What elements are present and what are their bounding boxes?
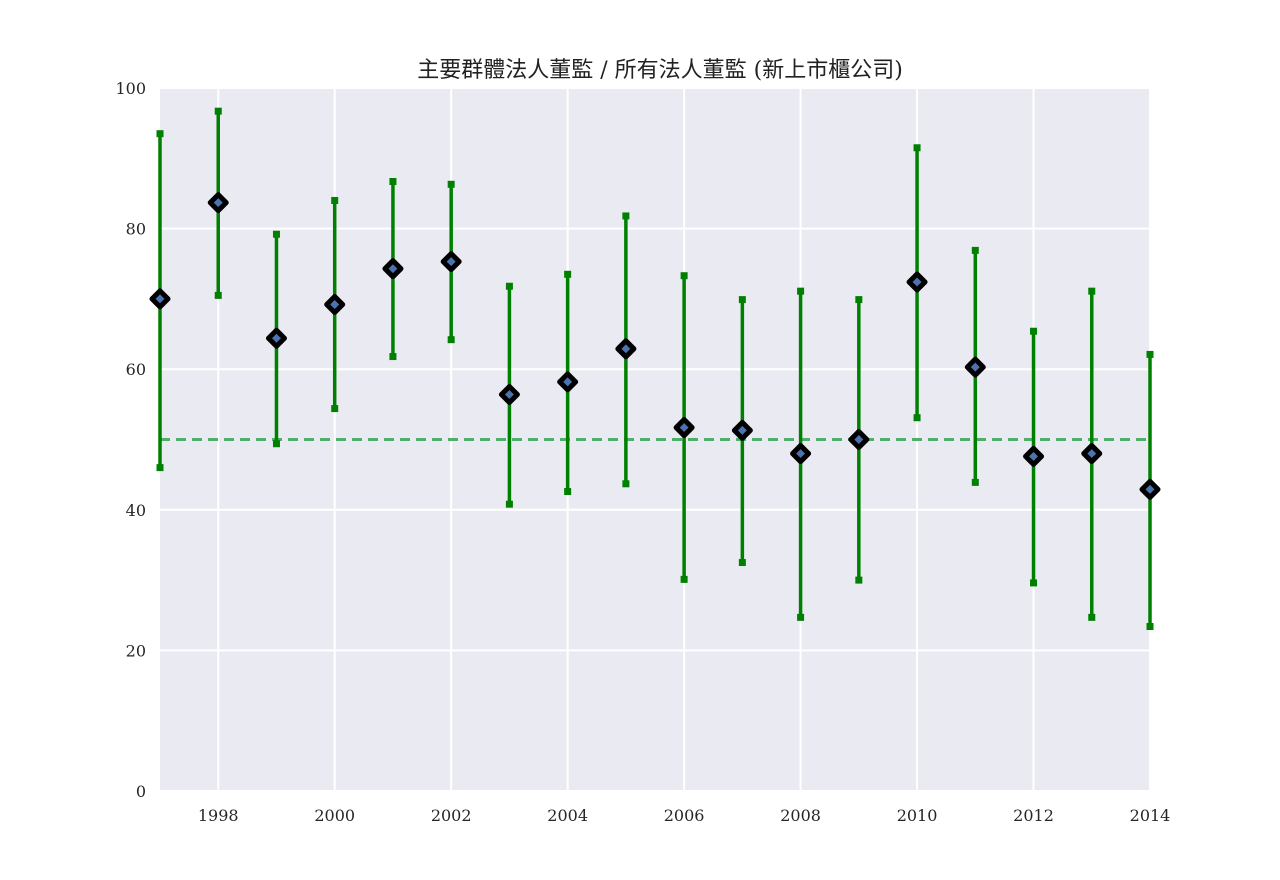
y-tick-label: 0 [136,782,146,801]
y-tick-label: 100 [115,79,146,98]
x-tick-label: 2008 [780,806,821,825]
x-tick-label: 2000 [314,806,355,825]
errorbar-cap-high [913,144,921,152]
errorbar-cap-low [971,478,979,486]
data-point [731,419,753,441]
errorbar-cap-low [855,576,863,584]
errorbar-cap-low [389,353,397,361]
data-point [906,271,928,293]
errorbar-cap-high [622,212,630,220]
errorbar-cap-low [156,464,164,472]
x-tick-label: 2010 [897,806,938,825]
errorbar-cap-high [331,196,339,204]
errorbar-cap-low [331,405,339,413]
errorbar-cap-high [505,282,513,290]
y-tick-label: 40 [126,501,146,520]
errorbar-cap-low [738,559,746,567]
errorbar-cap-high [447,180,455,188]
errorbar-cap-high [797,287,805,295]
errorbar-cap-low [1088,613,1096,621]
x-tick-label: 2002 [431,806,472,825]
errorbar-cap-low [913,414,921,422]
x-tick-label: 1998 [198,806,239,825]
chart-title: 主要群體法人董監 / 所有法人董監 (新上市櫃公司) [417,58,903,83]
data-point [557,371,579,393]
data-point [207,192,229,214]
x-tick-label: 2004 [547,806,588,825]
errorbar-cap-high [389,177,397,185]
data-point [964,356,986,378]
errorbar-cap-high [1088,287,1096,295]
y-tick-label: 80 [126,220,146,239]
data-point [440,251,462,273]
data-point [673,417,695,439]
data-point [1139,478,1161,500]
x-tick-label: 2006 [664,806,705,825]
data-point [324,294,346,316]
data-point [265,327,287,349]
data-point [790,443,812,465]
data-point [615,338,637,360]
errorbar-cap-high [156,130,164,138]
errorbar-cap-high [1030,327,1038,335]
data-point [1023,445,1045,467]
errorbar-cap-low [1030,579,1038,587]
y-tick-label: 20 [126,641,146,660]
data-point [382,258,404,280]
points-group [149,192,1161,500]
errorbar-cap-high [738,296,746,304]
x-tick-label: 2014 [1130,806,1171,825]
errorbar-cap-low [564,488,572,496]
errorbar-cap-low [447,336,455,344]
data-point [848,429,870,450]
data-point [498,384,520,406]
errorbar-cap-low [1146,622,1154,630]
errorbar-cap-low [505,500,513,508]
errorbar-cap-high [1146,350,1154,358]
errorbar-cap-low [272,440,280,448]
errorbar-cap-low [680,575,688,583]
errorbar-cap-high [971,246,979,254]
x-axis-ticks: 1998 2000 2002 2004 2006 2008 2010 2012 2014 [198,806,1170,825]
errorbar-cap-low [214,291,222,299]
errorbar-cap-high [680,272,688,280]
errorbar-cap-high [214,107,222,115]
errorbar-cap-low [797,613,805,621]
y-axis-ticks: 0 20 40 60 80 100 [115,79,146,801]
errorbar-cap-high [564,270,572,278]
data-point [149,288,171,310]
y-tick-label: 60 [126,360,146,379]
x-tick-label: 2012 [1013,806,1054,825]
data-point [1081,443,1103,465]
errorbar-cap-high [855,296,863,304]
errorbar-cap-low [622,480,630,488]
errorbar-cap-high [272,230,280,238]
